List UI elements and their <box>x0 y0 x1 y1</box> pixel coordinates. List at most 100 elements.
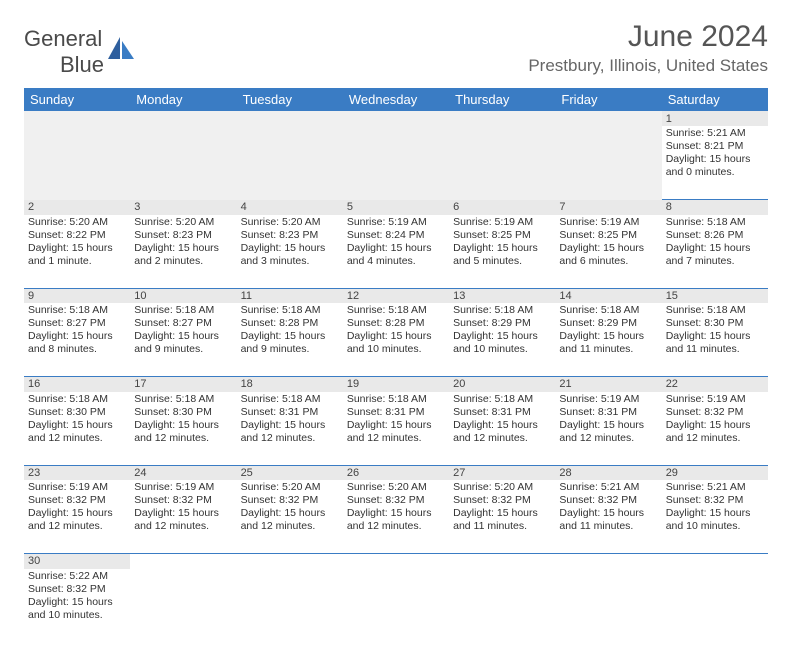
empty-day-number <box>24 111 130 126</box>
empty-day-number <box>130 554 236 569</box>
day-info-line: Sunrise: 5:20 AM <box>134 216 232 229</box>
day-info-cell: Sunrise: 5:18 AMSunset: 8:29 PMDaylight:… <box>555 303 661 377</box>
day-info-line: Sunrise: 5:19 AM <box>134 481 232 494</box>
day-number: 11 <box>237 288 343 303</box>
day-info-line: Sunrise: 5:20 AM <box>453 481 551 494</box>
day-info-cell: Sunrise: 5:20 AMSunset: 8:22 PMDaylight:… <box>24 215 130 289</box>
empty-day-number <box>555 554 661 569</box>
empty-day-number <box>130 111 236 126</box>
day-info-line: Sunset: 8:21 PM <box>666 140 764 153</box>
day-number-row: 9101112131415 <box>24 288 768 303</box>
day-info-line: and 10 minutes. <box>347 343 445 356</box>
day-cell: Sunrise: 5:19 AMSunset: 8:32 PMDaylight:… <box>130 480 236 553</box>
day-info-line: and 10 minutes. <box>453 343 551 356</box>
day-info: Sunrise: 5:21 AMSunset: 8:32 PMDaylight:… <box>666 481 764 534</box>
empty-day-cell <box>130 126 236 200</box>
day-info-line: and 11 minutes. <box>559 520 657 533</box>
day-cell: Sunrise: 5:18 AMSunset: 8:30 PMDaylight:… <box>130 392 236 465</box>
day-info: Sunrise: 5:20 AMSunset: 8:22 PMDaylight:… <box>28 216 126 269</box>
day-number: 4 <box>237 200 343 215</box>
day-info-cell: Sunrise: 5:18 AMSunset: 8:31 PMDaylight:… <box>237 392 343 466</box>
day-info-line: Sunset: 8:32 PM <box>666 494 764 507</box>
day-info-line: Daylight: 15 hours <box>134 330 232 343</box>
day-info: Sunrise: 5:18 AMSunset: 8:27 PMDaylight:… <box>28 304 126 357</box>
day-info-row: Sunrise: 5:22 AMSunset: 8:32 PMDaylight:… <box>24 569 768 642</box>
day-info-line: Sunset: 8:32 PM <box>134 494 232 507</box>
day-info: Sunrise: 5:18 AMSunset: 8:31 PMDaylight:… <box>241 393 339 446</box>
day-info-line: Daylight: 15 hours <box>241 419 339 432</box>
day-number: 29 <box>662 465 768 480</box>
day-info: Sunrise: 5:20 AMSunset: 8:32 PMDaylight:… <box>241 481 339 534</box>
day-info-cell: Sunrise: 5:19 AMSunset: 8:25 PMDaylight:… <box>449 215 555 289</box>
day-info-line: Sunset: 8:29 PM <box>453 317 551 330</box>
day-number: 7 <box>555 200 661 215</box>
day-info-line: and 8 minutes. <box>28 343 126 356</box>
day-info-line: and 12 minutes. <box>134 520 232 533</box>
empty-day-cell <box>662 569 768 642</box>
day-info: Sunrise: 5:18 AMSunset: 8:30 PMDaylight:… <box>134 393 232 446</box>
day-info-line: Sunset: 8:28 PM <box>241 317 339 330</box>
day-info: Sunrise: 5:22 AMSunset: 8:32 PMDaylight:… <box>28 570 126 623</box>
day-cell: Sunrise: 5:18 AMSunset: 8:29 PMDaylight:… <box>449 303 555 376</box>
day-info-line: Sunset: 8:24 PM <box>347 229 445 242</box>
day-info-row: Sunrise: 5:18 AM Sunset: 8:30 PM Daylight:… <box>24 392 768 466</box>
day-number: 21 <box>555 377 661 392</box>
header: General Blue June 2024 Prestbury, Illino… <box>24 20 768 78</box>
day-info-line: and 6 minutes. <box>559 255 657 268</box>
title-block: June 2024 Prestbury, Illinois, United St… <box>528 20 768 76</box>
day-info-line: Daylight: 15 hours <box>453 419 551 432</box>
day-info: Sunrise: 5:19 AMSunset: 8:31 PMDaylight:… <box>559 393 657 446</box>
day-info-line: Sunrise: 5:18 AM <box>241 304 339 317</box>
day-number: 16 <box>24 377 130 392</box>
day-info-line: Daylight: 15 hours <box>28 330 126 343</box>
day-info-row: Sunrise: 5:20 AMSunset: 8:22 PMDaylight:… <box>24 215 768 289</box>
day-info-cell: Sunrise: 5:18 AMSunset: 8:29 PMDaylight:… <box>449 303 555 377</box>
day-info-line: Sunset: 8:31 PM <box>559 406 657 419</box>
day-info-cell: Sunrise: 5:20 AMSunset: 8:32 PMDaylight:… <box>449 480 555 554</box>
day-info-line: and 9 minutes. <box>134 343 232 356</box>
day-info-line: Sunset: 8:30 PM <box>134 406 232 419</box>
day-info-cell: Sunrise: 5:18 AMSunset: 8:28 PMDaylight:… <box>343 303 449 377</box>
day-number: 15 <box>662 288 768 303</box>
day-number: 18 <box>237 377 343 392</box>
day-cell: Sunrise: 5:19 AMSunset: 8:32 PMDaylight:… <box>662 392 768 465</box>
day-number: 19 <box>343 377 449 392</box>
day-info: Sunrise: 5:18 AMSunset: 8:30 PMDaylight:… <box>28 393 126 446</box>
day-info-line: Sunset: 8:31 PM <box>241 406 339 419</box>
day-info: Sunrise: 5:18 AMSunset: 8:27 PMDaylight:… <box>134 304 232 357</box>
day-number: 12 <box>343 288 449 303</box>
day-cell: Sunrise: 5:21 AMSunset: 8:21 PMDaylight:… <box>662 126 768 199</box>
day-info-cell: Sunrise: 5:20 AMSunset: 8:32 PMDaylight:… <box>237 480 343 554</box>
empty-day-number <box>343 554 449 569</box>
day-info-line: Daylight: 15 hours <box>28 596 126 609</box>
day-info: Sunrise: 5:21 AMSunset: 8:32 PMDaylight:… <box>559 481 657 534</box>
day-info-line: Sunrise: 5:18 AM <box>453 393 551 406</box>
day-info-line: and 12 minutes. <box>453 432 551 445</box>
day-info-line: Sunset: 8:32 PM <box>559 494 657 507</box>
weekday-header: Wednesday <box>343 88 449 111</box>
day-info-line: Daylight: 15 hours <box>241 242 339 255</box>
day-number: 8 <box>662 200 768 215</box>
weekday-header-row: Sunday Monday Tuesday Wednesday Thursday… <box>24 88 768 111</box>
day-info-line: Sunrise: 5:18 AM <box>559 304 657 317</box>
day-info-line: and 12 minutes. <box>28 520 126 533</box>
empty-day-cell <box>555 569 661 642</box>
day-info-line: Sunset: 8:31 PM <box>453 406 551 419</box>
day-info-line: Sunrise: 5:19 AM <box>453 216 551 229</box>
day-info-line: Daylight: 15 hours <box>666 507 764 520</box>
day-info: Sunrise: 5:18 AMSunset: 8:29 PMDaylight:… <box>453 304 551 357</box>
day-info-line: and 12 minutes. <box>559 432 657 445</box>
day-number-row: 30 <box>24 554 768 569</box>
day-info-line: Daylight: 15 hours <box>666 419 764 432</box>
day-info-line: Daylight: 15 hours <box>347 507 445 520</box>
day-info: Sunrise: 5:20 AMSunset: 8:32 PMDaylight:… <box>347 481 445 534</box>
day-info-line: Sunset: 8:32 PM <box>28 583 126 596</box>
day-info-cell: Sunrise: 5:20 AMSunset: 8:23 PMDaylight:… <box>130 215 236 289</box>
day-cell: Sunrise: 5:19 AMSunset: 8:24 PMDaylight:… <box>343 215 449 288</box>
day-info: Sunrise: 5:20 AMSunset: 8:23 PMDaylight:… <box>241 216 339 269</box>
day-number: 27 <box>449 465 555 480</box>
calendar-body: 1Sunrise: 5:21 AMSunset: 8:21 PMDaylight… <box>24 111 768 642</box>
day-info-line: Daylight: 15 hours <box>559 242 657 255</box>
day-cell: Sunrise: 5:18 AMSunset: 8:31 PMDaylight:… <box>237 392 343 465</box>
day-info-line: and 9 minutes. <box>241 343 339 356</box>
